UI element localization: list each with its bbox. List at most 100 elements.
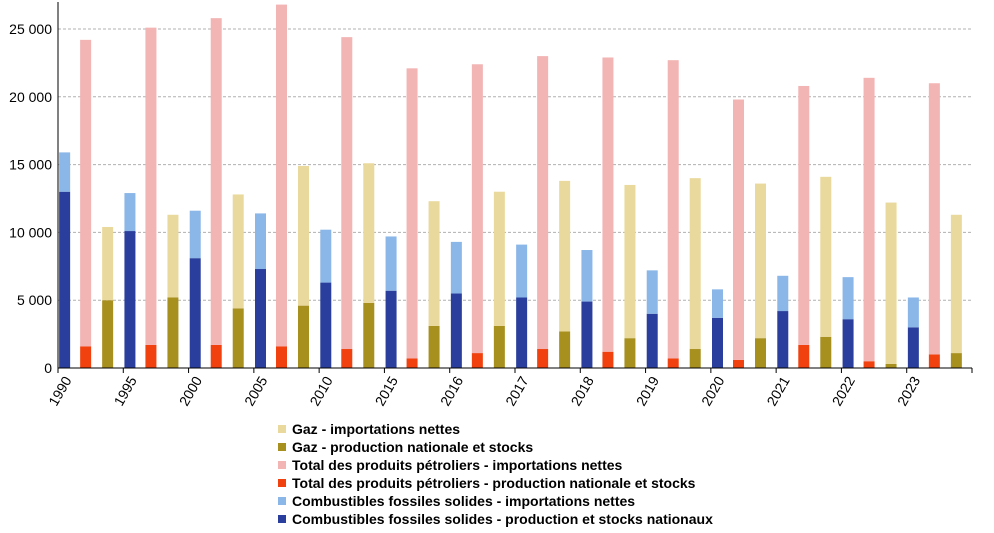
bar-segment xyxy=(863,361,875,368)
bar-segment xyxy=(450,241,462,294)
bar-segment xyxy=(341,349,353,368)
bar-segment xyxy=(646,313,658,368)
bar-segment xyxy=(493,191,505,326)
bar-segment xyxy=(363,302,375,368)
bar-segment xyxy=(537,56,549,350)
bar-segment xyxy=(255,269,266,368)
bar-segment xyxy=(667,60,679,359)
legend-item: Gaz - importations nettes xyxy=(278,420,713,438)
x-tick-label: 2022 xyxy=(829,373,859,408)
bar-segment xyxy=(907,297,919,328)
legend-label: Combustibles fossiles solides - importat… xyxy=(292,493,636,509)
bar-segment xyxy=(232,308,244,368)
x-tick-label: 2020 xyxy=(698,373,728,408)
legend-label: Gaz - importations nettes xyxy=(292,421,461,437)
bar-segment xyxy=(385,236,397,291)
bar-segment xyxy=(102,226,114,301)
bar-segment xyxy=(733,359,744,368)
bar-segment xyxy=(842,277,854,320)
legend-swatch xyxy=(278,479,286,487)
bar-segment xyxy=(80,346,92,368)
bar-segment xyxy=(232,194,244,309)
bar-segment xyxy=(950,353,962,368)
bar-segment xyxy=(59,152,71,192)
bar-segment xyxy=(798,85,810,345)
y-tick-label: 25 000 xyxy=(9,21,52,37)
bar-segment xyxy=(928,354,940,368)
bar-segment xyxy=(733,99,744,360)
bar-segment xyxy=(624,338,636,368)
legend-swatch xyxy=(278,515,286,523)
bar-segment xyxy=(755,338,766,368)
y-tick-label: 20 000 xyxy=(9,89,52,105)
bar-segment xyxy=(124,231,136,368)
y-tick-label: 0 xyxy=(44,360,52,376)
bar-segment xyxy=(363,163,375,303)
bar-segment xyxy=(189,210,201,259)
legend-label: Combustibles fossiles solides - producti… xyxy=(292,511,713,527)
stacked-bar-chart: 0 5 000 10 000 15 000 20 000 25 000 1990 1995 20… xyxy=(9,2,973,408)
bar-segment xyxy=(667,358,679,368)
legend-item: Combustibles fossiles solides - producti… xyxy=(278,510,713,528)
bar-segment xyxy=(537,349,549,368)
x-tick-label: 2021 xyxy=(763,373,793,408)
x-tick-label: 2018 xyxy=(567,373,597,408)
bar-segment xyxy=(276,346,287,368)
bar-segment xyxy=(210,18,222,345)
bar-segment xyxy=(624,184,636,339)
x-tick-label: 2017 xyxy=(502,373,532,408)
bar-segment xyxy=(712,289,723,318)
bar-segment xyxy=(493,325,505,368)
bar-segment xyxy=(428,201,440,326)
bar-segment xyxy=(842,319,854,368)
bar-segment xyxy=(189,258,201,368)
bar-segment xyxy=(581,301,593,368)
y-tick-label: 10 000 xyxy=(9,224,52,240)
bar-segment xyxy=(798,344,810,368)
bar-segment xyxy=(102,300,114,368)
x-tick-label: 2023 xyxy=(894,373,924,408)
bar-segment xyxy=(581,250,593,302)
legend-swatch xyxy=(278,425,286,433)
x-tick-label: 1990 xyxy=(45,373,75,408)
bar-segment xyxy=(777,311,789,368)
bars xyxy=(59,4,962,368)
bar-segment xyxy=(255,213,266,270)
bar-segment xyxy=(516,297,528,368)
chart-legend: Gaz - importations nettes Gaz - productio… xyxy=(278,420,713,528)
bar-segment xyxy=(406,358,418,368)
bar-segment xyxy=(885,363,897,368)
x-tick-label: 2015 xyxy=(372,373,402,408)
bar-segment xyxy=(559,180,571,332)
gridlines xyxy=(58,28,972,301)
x-tick-label: 2019 xyxy=(633,373,663,408)
bar-segment xyxy=(59,191,71,368)
bar-segment xyxy=(276,4,287,347)
bar-segment xyxy=(320,229,332,283)
legend-item: Combustibles fossiles solides - importat… xyxy=(278,492,713,510)
bar-segment xyxy=(646,270,658,314)
bar-segment xyxy=(298,165,309,306)
legend-swatch xyxy=(278,497,286,505)
bar-segment xyxy=(167,297,179,368)
y-tick-label: 15 000 xyxy=(9,157,52,173)
x-tick-label: 2010 xyxy=(306,373,336,408)
axes: 0 5 000 10 000 15 000 20 000 25 000 1990 1995 20… xyxy=(9,2,973,408)
legend-label: Total des produits pétroliers - importat… xyxy=(292,457,623,473)
legend-swatch xyxy=(278,461,286,469)
bar-segment xyxy=(950,214,962,354)
bar-segment xyxy=(210,344,222,368)
bar-segment xyxy=(320,282,332,368)
legend-swatch xyxy=(278,443,286,451)
bar-segment xyxy=(406,68,418,359)
legend-item: Total des produits pétroliers - importat… xyxy=(278,456,713,474)
bar-segment xyxy=(516,244,528,298)
legend-label: Total des produits pétroliers - producti… xyxy=(292,475,696,491)
bar-segment xyxy=(385,290,397,368)
bar-segment xyxy=(820,176,832,337)
legend-label: Gaz - production nationale et stocks xyxy=(292,439,534,455)
bar-segment xyxy=(755,183,766,339)
bar-segment xyxy=(298,305,309,368)
x-tick-label: 2005 xyxy=(241,373,271,408)
bar-segment xyxy=(450,293,462,368)
